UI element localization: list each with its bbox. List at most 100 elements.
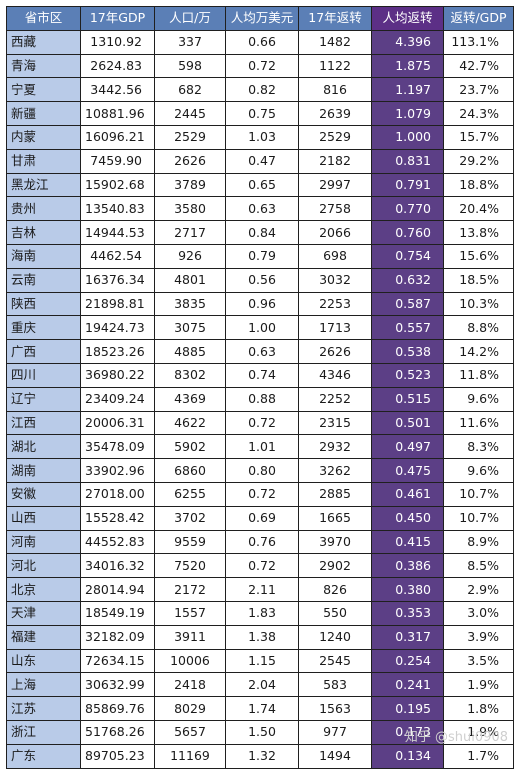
cell-per-capita-usd: 1.01 <box>225 434 299 460</box>
cell-per-capita-transfer: 0.791 <box>371 172 444 198</box>
cell-gdp: 10881.96 <box>80 101 155 126</box>
cell-per-capita-usd: 1.15 <box>225 648 299 674</box>
cell-transfer: 2315 <box>298 410 372 436</box>
cell-transfer: 550 <box>298 600 372 626</box>
cell-per-capita-transfer: 0.475 <box>371 458 444 483</box>
cell-transfer: 583 <box>298 672 372 698</box>
cell-per-capita-transfer: 1.000 <box>371 124 444 150</box>
cell-province: 山东 <box>6 648 81 674</box>
cell-gdp: 89705.23 <box>80 743 155 769</box>
cell-gdp: 33902.96 <box>80 458 155 483</box>
cell-transfer-gdp-ratio: 10.7% <box>443 505 514 531</box>
cell-population: 926 <box>154 243 226 269</box>
cell-population: 2172 <box>154 577 226 602</box>
header-gdp: 17年GDP <box>80 6 155 31</box>
table-row: 浙江 51768.26 5657 1.50 977 0.173 1.9% <box>6 719 514 745</box>
cell-per-capita-transfer: 0.754 <box>371 243 444 269</box>
cell-population: 9559 <box>154 529 226 555</box>
cell-transfer-gdp-ratio: 8.8% <box>443 315 514 341</box>
cell-transfer-gdp-ratio: 3.9% <box>443 624 514 650</box>
cell-gdp: 21898.81 <box>80 291 155 317</box>
cell-per-capita-usd: 0.84 <box>225 220 299 245</box>
cell-transfer-gdp-ratio: 29.2% <box>443 148 514 174</box>
header-population: 人口/万 <box>154 6 226 31</box>
cell-transfer: 2529 <box>298 124 372 150</box>
table-row: 山东 72634.15 10006 1.15 2545 0.254 3.5% <box>6 648 514 674</box>
cell-population: 8029 <box>154 696 226 721</box>
cell-province: 河北 <box>6 553 81 579</box>
cell-transfer: 3032 <box>298 267 372 293</box>
cell-population: 6860 <box>154 458 226 483</box>
cell-province: 福建 <box>6 624 81 650</box>
cell-per-capita-usd: 0.82 <box>225 77 299 103</box>
cell-transfer-gdp-ratio: 1.7% <box>443 743 514 769</box>
table-row: 北京 28014.94 2172 2.11 826 0.380 2.9% <box>6 577 514 602</box>
table-row: 内蒙 16096.21 2529 1.03 2529 1.000 15.7% <box>6 124 514 150</box>
cell-transfer: 2182 <box>298 148 372 174</box>
table-row: 天津 18549.19 1557 1.83 550 0.353 3.0% <box>6 600 514 626</box>
cell-per-capita-transfer: 1.079 <box>371 101 444 126</box>
cell-per-capita-usd: 1.74 <box>225 696 299 721</box>
cell-transfer-gdp-ratio: 10.7% <box>443 481 514 507</box>
cell-province: 湖北 <box>6 434 81 460</box>
cell-per-capita-usd: 0.69 <box>225 505 299 531</box>
cell-transfer: 2066 <box>298 220 372 245</box>
cell-population: 4622 <box>154 410 226 436</box>
cell-transfer: 1240 <box>298 624 372 650</box>
table-row: 湖南 33902.96 6860 0.80 3262 0.475 9.6% <box>6 458 514 483</box>
cell-province: 云南 <box>6 267 81 293</box>
cell-gdp: 32182.09 <box>80 624 155 650</box>
cell-transfer-gdp-ratio: 15.7% <box>443 124 514 150</box>
cell-per-capita-transfer: 0.353 <box>371 600 444 626</box>
cell-population: 1557 <box>154 600 226 626</box>
cell-per-capita-transfer: 0.461 <box>371 481 444 507</box>
cell-province: 安徽 <box>6 481 81 507</box>
cell-transfer: 2253 <box>298 291 372 317</box>
cell-province: 山西 <box>6 505 81 531</box>
cell-transfer-gdp-ratio: 14.2% <box>443 339 514 364</box>
cell-transfer-gdp-ratio: 3.0% <box>443 600 514 626</box>
cell-gdp: 72634.15 <box>80 648 155 674</box>
cell-per-capita-transfer: 0.760 <box>371 220 444 245</box>
table-row: 江西 20006.31 4622 0.72 2315 0.501 11.6% <box>6 410 514 436</box>
cell-gdp: 35478.09 <box>80 434 155 460</box>
table-row: 江苏 85869.76 8029 1.74 1563 0.195 1.8% <box>6 696 514 721</box>
cell-per-capita-usd: 1.38 <box>225 624 299 650</box>
cell-province: 江苏 <box>6 696 81 721</box>
cell-per-capita-usd: 0.76 <box>225 529 299 555</box>
cell-population: 5902 <box>154 434 226 460</box>
cell-province: 河南 <box>6 529 81 555</box>
cell-gdp: 34016.32 <box>80 553 155 579</box>
cell-gdp: 51768.26 <box>80 719 155 745</box>
watermark-text: 知乎 @shui0908 <box>404 730 508 745</box>
cell-per-capita-usd: 0.72 <box>225 553 299 579</box>
cell-province: 海南 <box>6 243 81 269</box>
cell-province: 江西 <box>6 410 81 436</box>
table-row: 吉林 14944.53 2717 0.84 2066 0.760 13.8% <box>6 220 514 245</box>
cell-per-capita-transfer: 0.317 <box>371 624 444 650</box>
table-row: 福建 32182.09 3911 1.38 1240 0.317 3.9% <box>6 624 514 650</box>
cell-transfer: 1713 <box>298 315 372 341</box>
cell-transfer: 816 <box>298 77 372 103</box>
cell-transfer: 2626 <box>298 339 372 364</box>
cell-province: 北京 <box>6 577 81 602</box>
cell-transfer-gdp-ratio: 9.6% <box>443 458 514 483</box>
cell-gdp: 36980.22 <box>80 362 155 388</box>
cell-per-capita-usd: 0.79 <box>225 243 299 269</box>
cell-province: 广西 <box>6 339 81 364</box>
cell-gdp: 3442.56 <box>80 77 155 103</box>
cell-population: 8302 <box>154 362 226 388</box>
cell-per-capita-transfer: 0.450 <box>371 505 444 531</box>
cell-population: 3075 <box>154 315 226 341</box>
cell-per-capita-usd: 0.96 <box>225 291 299 317</box>
cell-per-capita-usd: 0.72 <box>225 53 299 79</box>
cell-transfer: 1122 <box>298 53 372 79</box>
watermark: 知乎 @shui0908 <box>405 726 508 745</box>
cell-province: 内蒙 <box>6 124 81 150</box>
table-row: 河南 44552.83 9559 0.76 3970 0.415 8.9% <box>6 529 514 555</box>
cell-population: 4801 <box>154 267 226 293</box>
cell-per-capita-usd: 0.66 <box>225 29 299 55</box>
cell-population: 3580 <box>154 196 226 222</box>
cell-gdp: 27018.00 <box>80 481 155 507</box>
cell-per-capita-transfer: 0.831 <box>371 148 444 174</box>
